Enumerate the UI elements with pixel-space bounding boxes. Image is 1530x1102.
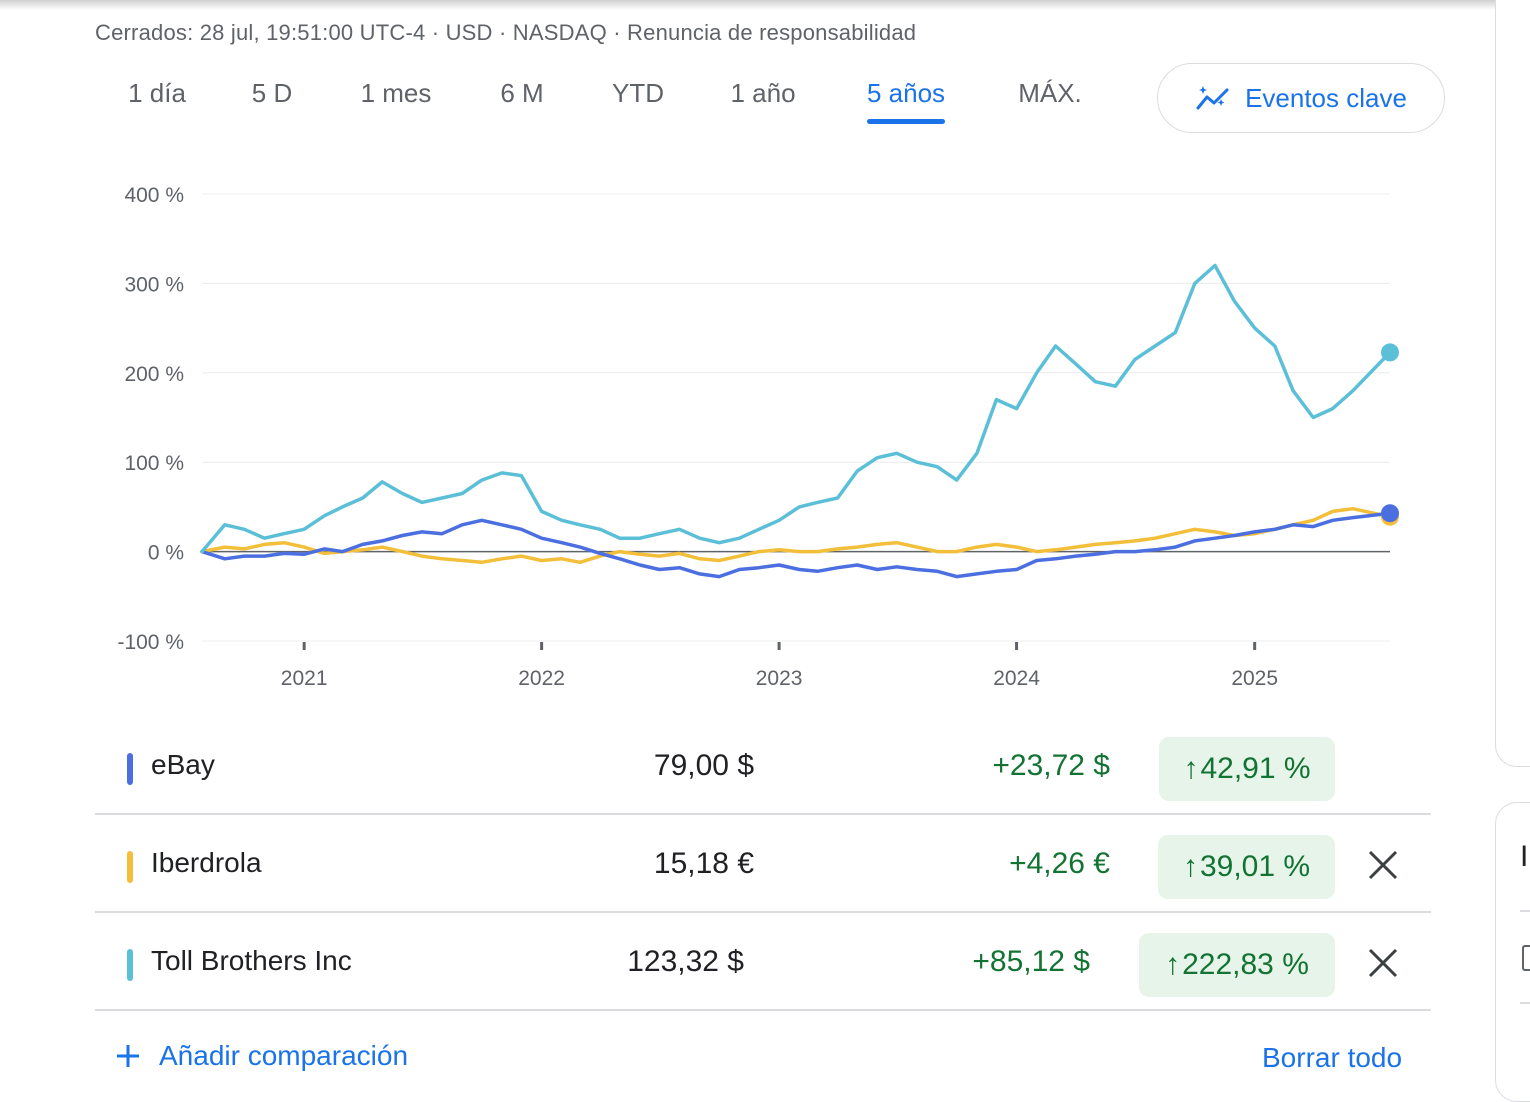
series-line-iberdrola <box>200 506 1392 565</box>
active-tab-indicator <box>867 119 945 124</box>
x-tick-label: 2025 <box>1231 667 1278 690</box>
comparison-row-iberdrola[interactable]: Iberdrola 15,18 € +4,26 € ↑ 39,01 % <box>95 815 1431 913</box>
row-divider <box>95 911 1431 913</box>
tab-ytd[interactable]: YTD <box>612 78 664 108</box>
remove-comparison-button[interactable] <box>1365 945 1401 981</box>
y-tick-label: 200 % <box>124 363 184 386</box>
arrow-up-icon: ↑ <box>1165 948 1181 981</box>
remove-comparison-button[interactable] <box>1365 847 1401 883</box>
series-endpoint-toll-brothers-inc <box>1381 343 1399 362</box>
series-endpoint-ebay <box>1381 504 1399 523</box>
clear-all-button[interactable]: Borrar todo <box>1262 1042 1403 1073</box>
stock-price: 15,18 € <box>653 847 754 880</box>
y-tick-label: -100 % <box>117 631 184 654</box>
x-tick-label: 2021 <box>281 667 328 690</box>
key-events-label: Eventos clave <box>1245 82 1407 113</box>
arrow-up-icon: ↑ <box>1183 752 1199 785</box>
tab-max[interactable]: MÁX. <box>1018 78 1082 108</box>
x-tick-label: 2024 <box>993 667 1040 690</box>
close-icon <box>1368 948 1398 978</box>
price-change: +23,72 $ <box>992 749 1110 782</box>
price-change: +85,12 $ <box>972 945 1090 978</box>
y-tick-label: 400 % <box>124 184 184 207</box>
tab-5-days[interactable]: 5 D <box>251 78 293 108</box>
stock-name: Toll Brothers Inc <box>151 945 352 976</box>
side-panel-top <box>1495 0 1530 767</box>
x-axis: 2021 2022 2023 2024 2025 <box>281 642 1278 690</box>
percent-change-badge: ↑ 42,91 % <box>1159 737 1335 801</box>
y-tick-label: 100 % <box>124 452 184 475</box>
x-tick-label: 2022 <box>518 667 565 690</box>
tab-1-month[interactable]: 1 mes <box>360 78 432 108</box>
percent-change-value: 42,91 % <box>1200 752 1311 785</box>
comparison-line-chart: 400 %300 %200 %100 %0 %-100 % 2021 2022 20… <box>117 184 1399 690</box>
stock-name: Iberdrola <box>151 847 262 878</box>
top-shadow <box>0 0 1495 10</box>
y-tick-label: 0 % <box>148 542 184 565</box>
stock-price: 123,32 $ <box>627 945 744 978</box>
row-divider <box>95 813 1431 815</box>
close-icon <box>1368 850 1398 880</box>
tab-5-years[interactable]: 5 años <box>866 78 946 108</box>
chart-series <box>200 263 1399 579</box>
side-panel-divider <box>1520 910 1530 912</box>
chart-gridlines <box>202 193 1390 642</box>
side-panel-heading: I <box>1520 840 1529 873</box>
price-change: +4,26 € <box>1009 847 1110 880</box>
arrow-up-icon: ↑ <box>1182 850 1198 883</box>
series-color-marker <box>127 949 133 981</box>
series-color-marker <box>127 851 133 883</box>
add-comparison-label: Añadir comparación <box>159 1040 409 1071</box>
side-panel-divider <box>1520 1002 1530 1004</box>
percent-change-badge: ↑ 222,83 % <box>1139 933 1335 997</box>
row-divider <box>95 1009 1431 1011</box>
y-tick-label: 300 % <box>124 273 184 296</box>
plus-icon <box>117 1045 139 1067</box>
series-color-marker <box>127 753 133 785</box>
percent-change-badge: ↑ 39,01 % <box>1158 835 1335 899</box>
clipboard-icon <box>1522 945 1530 971</box>
tab-1-day[interactable]: 1 día <box>128 78 186 108</box>
y-axis: 400 % 300 % 200 % 100 % 0 % -100 % <box>117 184 184 654</box>
percent-change-value: 39,01 % <box>1199 850 1311 883</box>
market-status-line: Cerrados: 28 jul, 19:51:00 UTC-4 · USD ·… <box>95 20 917 45</box>
tab-6-months[interactable]: 6 M <box>500 78 544 108</box>
stock-price: 79,00 $ <box>653 749 754 782</box>
key-events-button[interactable]: Eventos clave <box>1157 63 1445 133</box>
add-comparison-button[interactable]: Añadir comparación <box>115 1040 408 1072</box>
stock-name: eBay <box>151 749 215 780</box>
sparkline-chart-icon <box>1196 86 1229 110</box>
percent-change-value: 222,83 % <box>1182 948 1309 981</box>
comparison-row-ebay[interactable]: eBay 79,00 $ +23,72 $ ↑ 42,91 % <box>95 717 1431 815</box>
x-tick-label: 2023 <box>756 667 803 690</box>
comparison-row-toll-brothers[interactable]: Toll Brothers Inc 123,32 $ +85,12 $ ↑ 22… <box>95 913 1431 1011</box>
series-line-ebay <box>200 511 1392 579</box>
series-line-toll-brothers-inc <box>200 263 1392 554</box>
tab-1-year[interactable]: 1 año <box>730 78 796 108</box>
